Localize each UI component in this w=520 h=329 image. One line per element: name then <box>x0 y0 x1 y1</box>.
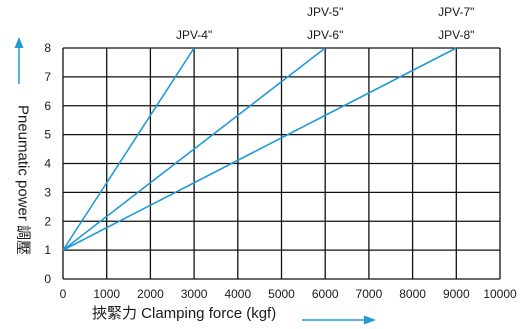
y-tick-label: 1 <box>44 243 51 257</box>
y-tick-label: 7 <box>44 70 51 84</box>
series-label: JPV-8" <box>438 28 474 42</box>
x-tick-label: 9000 <box>443 287 470 301</box>
x-tick-label: 4000 <box>224 287 251 301</box>
y-tick-label: 4 <box>44 157 51 171</box>
y-axis-arrow-head <box>15 37 24 48</box>
y-tick-labels: 0 1 2 3 4 5 6 7 8 <box>44 41 51 286</box>
x-tick-label: 1000 <box>93 287 120 301</box>
x-tick-label: 2000 <box>137 287 164 301</box>
y-tick-label: 5 <box>44 128 51 142</box>
series-label: JPV-7" <box>438 5 474 19</box>
x-tick-label: 5000 <box>268 287 295 301</box>
series-line <box>63 48 194 250</box>
y-tick-label: 2 <box>44 214 51 228</box>
x-tick-label: 10000 <box>483 287 517 301</box>
x-axis-arrow-head <box>364 316 376 325</box>
series-label: JPV-4" <box>176 28 212 42</box>
series-label: JPV-6" <box>307 28 343 42</box>
axis-arrows <box>15 37 377 325</box>
series-labels: JPV-4" JPV-5" JPV-6" JPV-7" JPV-8" <box>176 5 474 42</box>
series-line <box>63 48 456 250</box>
x-tick-label: 3000 <box>181 287 208 301</box>
x-tick-label: 7000 <box>356 287 383 301</box>
y-tick-label: 0 <box>44 272 51 286</box>
x-axis-label: 挾緊力 Clamping force (kgf) <box>92 302 276 323</box>
y-tick-label: 3 <box>44 185 51 199</box>
x-tick-label: 0 <box>60 287 67 301</box>
x-tick-label: 6000 <box>312 287 339 301</box>
x-tick-label: 8000 <box>399 287 426 301</box>
x-tick-labels: 0 1000 2000 3000 4000 5000 6000 7000 8000 9000 100… <box>60 287 517 301</box>
y-tick-label: 8 <box>44 41 51 55</box>
series-lines <box>63 48 456 250</box>
y-tick-label: 6 <box>44 99 51 113</box>
series-label: JPV-5" <box>307 5 343 19</box>
